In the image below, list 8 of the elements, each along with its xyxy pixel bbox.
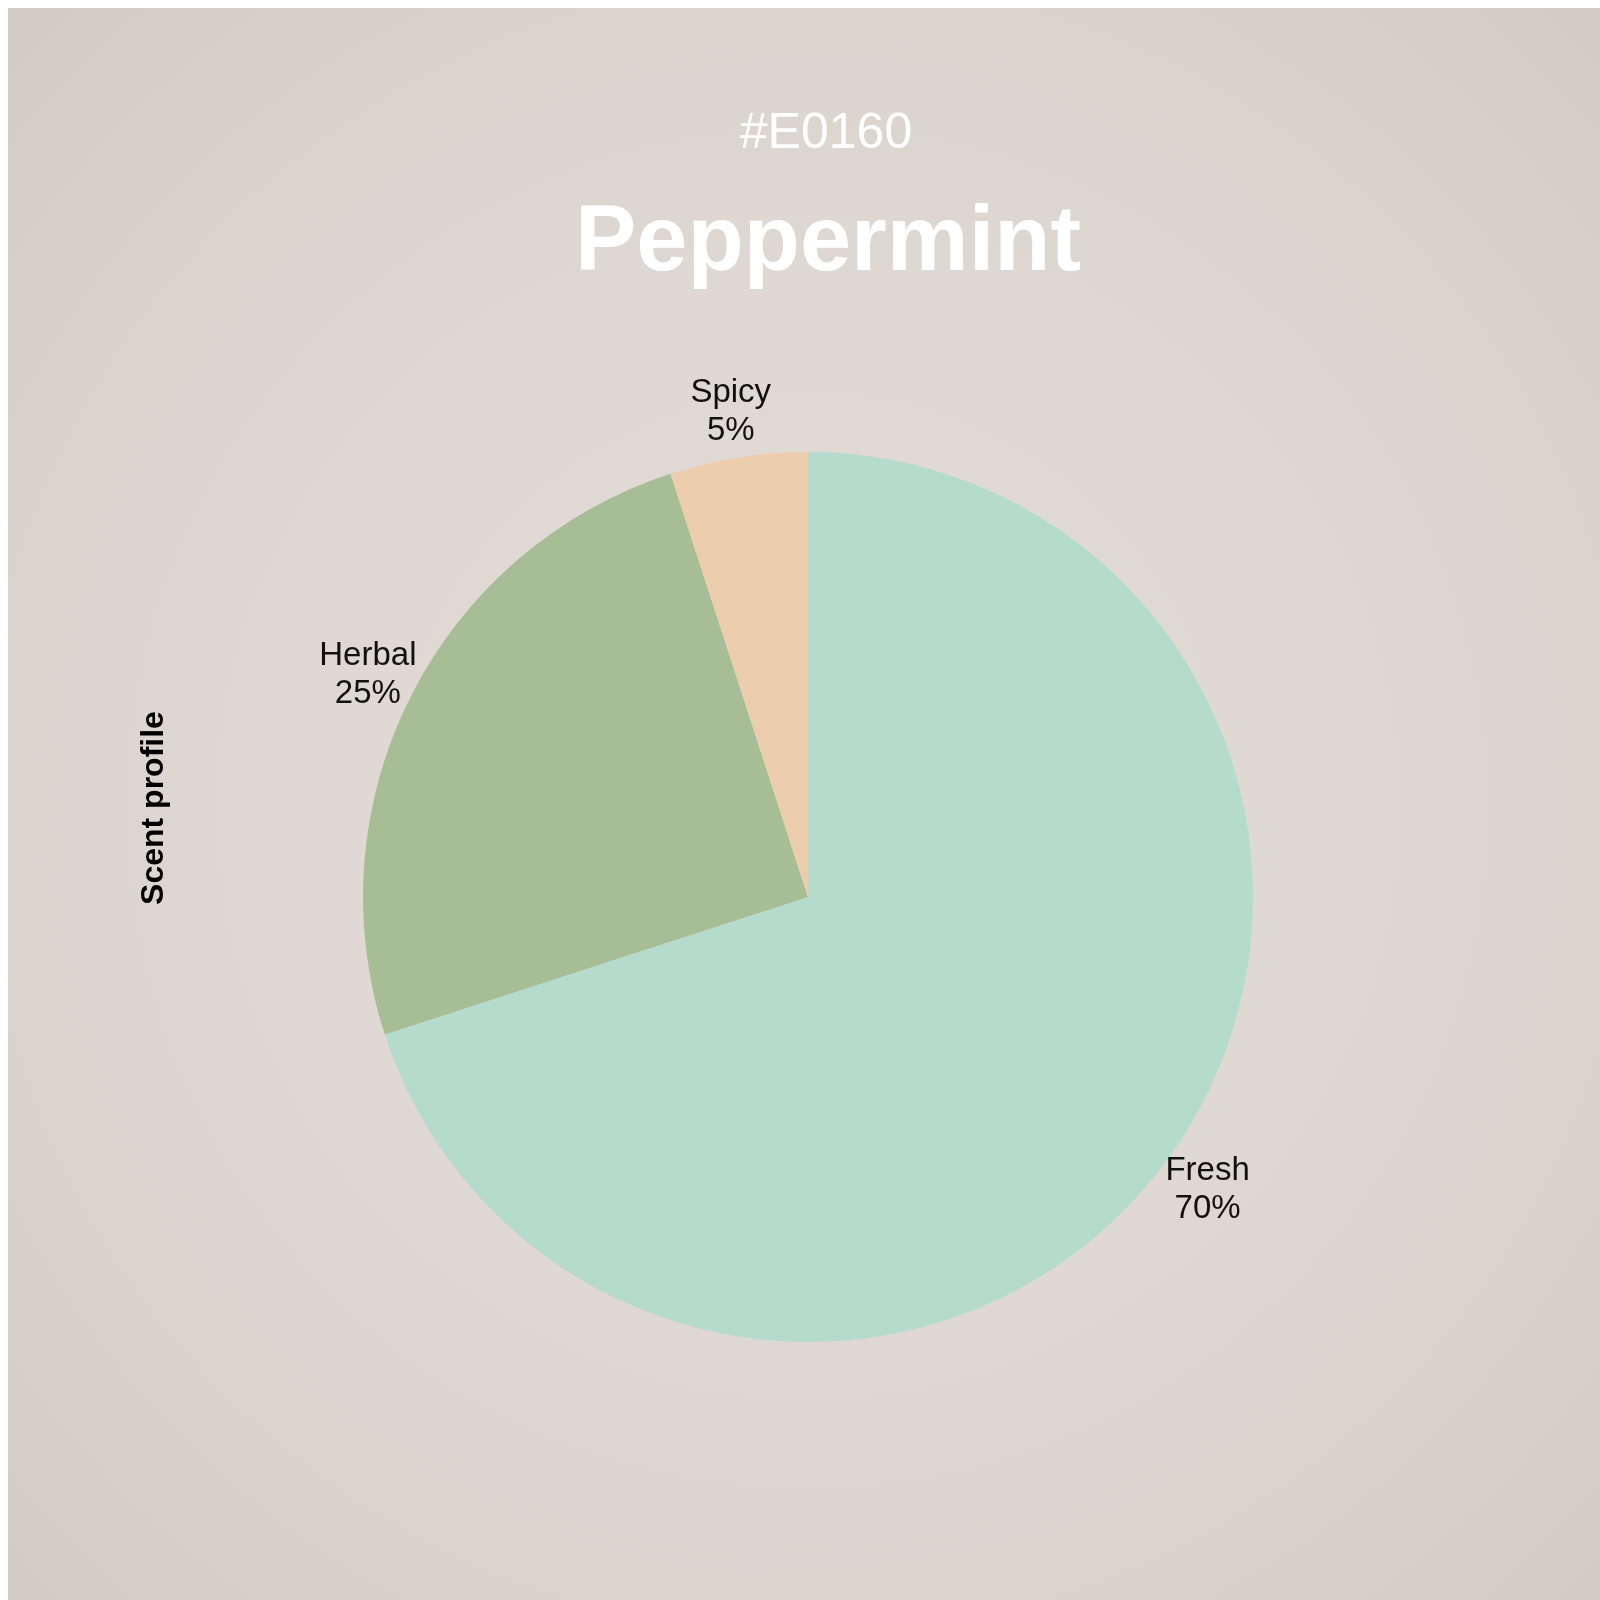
slice-label: Herbal bbox=[319, 635, 417, 673]
data-label: 70% bbox=[1174, 1187, 1241, 1225]
text: Scent profile bbox=[134, 711, 170, 905]
data-label: 5% bbox=[706, 409, 755, 447]
pie-slice bbox=[670, 452, 808, 897]
slice-label: Spicy bbox=[690, 371, 772, 409]
slice-label: Fresh bbox=[1165, 1150, 1250, 1188]
data-label: 25% bbox=[334, 673, 401, 711]
